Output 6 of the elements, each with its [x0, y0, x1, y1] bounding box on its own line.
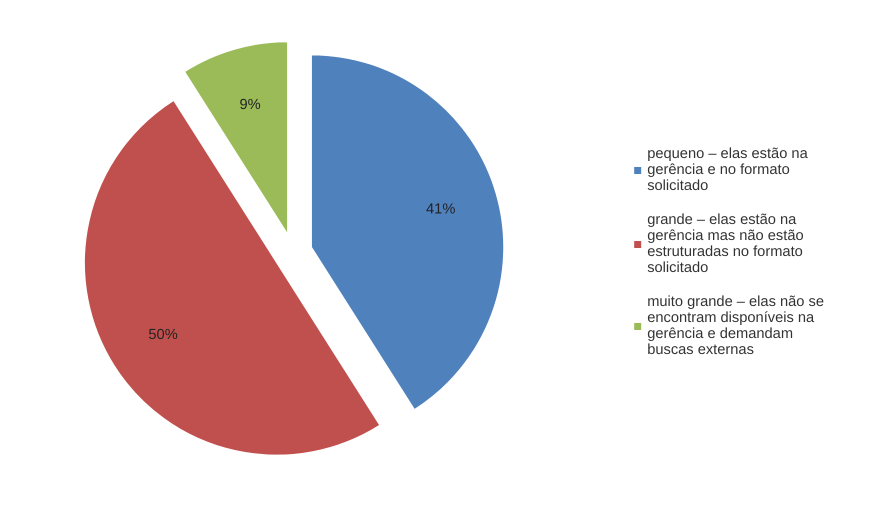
- legend-label: grande – elas estão na gerência mas não estão estruturadas no formato solicitado: [647, 212, 804, 276]
- legend-label: pequeno – elas estão na gerência e no formato solicitado: [647, 146, 808, 194]
- data-label: 41%: [426, 202, 456, 218]
- data-label: 50%: [148, 326, 178, 343]
- legend-label: muito grande – elas não se encontram disponíveis na gerência e demandam buscas externas: [647, 294, 824, 358]
- data-label: 9%: [239, 96, 261, 113]
